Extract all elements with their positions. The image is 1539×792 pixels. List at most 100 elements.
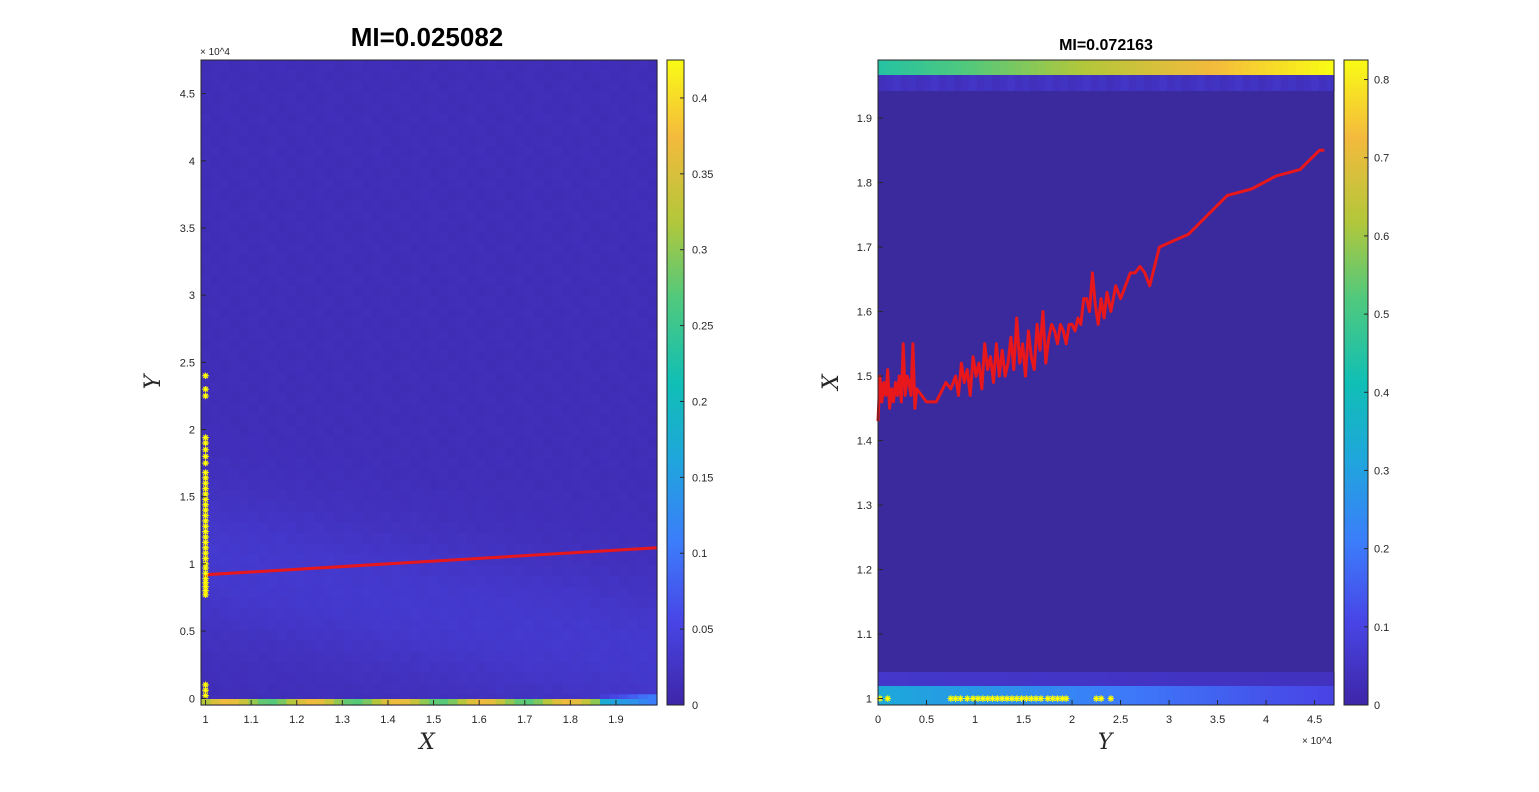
heat-cell xyxy=(296,500,307,513)
heat-cell xyxy=(419,425,430,437)
heat-cell xyxy=(552,586,563,599)
heat-cell xyxy=(391,264,402,276)
heat-cell xyxy=(305,576,316,588)
heat-cell xyxy=(315,242,326,255)
heat-cell xyxy=(381,113,392,126)
heat-cell xyxy=(324,113,335,126)
heat-cell xyxy=(1068,60,1077,75)
heat-cell xyxy=(505,167,516,179)
heat-cell xyxy=(438,92,449,104)
heat-cell xyxy=(305,522,316,534)
heat-cell xyxy=(590,103,601,115)
heat-cell xyxy=(647,318,658,330)
heat-cell xyxy=(467,457,478,470)
heat-cell xyxy=(552,404,563,416)
heat-cell xyxy=(296,404,307,416)
heat-cell xyxy=(353,70,364,83)
heat-cell xyxy=(628,662,639,674)
heat-cell xyxy=(619,275,630,287)
heat-cell xyxy=(533,307,544,319)
heat-cell xyxy=(286,307,297,319)
heat-cell xyxy=(1273,672,1282,686)
heat-cell xyxy=(343,436,354,448)
heat-cell xyxy=(609,275,620,287)
heat-cell xyxy=(210,447,221,459)
heat-cell xyxy=(258,576,269,588)
heat-cell xyxy=(552,296,563,308)
heat-cell xyxy=(296,124,307,136)
heat-cell xyxy=(381,608,392,620)
heat-cell xyxy=(590,350,601,362)
heat-cell xyxy=(533,565,544,577)
heat-cell xyxy=(457,210,468,222)
heat-cell xyxy=(1296,672,1305,686)
heat-cell xyxy=(552,70,563,83)
heat-cell xyxy=(533,124,544,136)
heat-cell xyxy=(533,103,544,115)
heat-cell xyxy=(334,167,345,179)
heat-cell xyxy=(229,543,240,556)
marker xyxy=(202,459,209,467)
heat-cell xyxy=(590,60,601,72)
heat-cell xyxy=(609,554,620,566)
heat-cell xyxy=(419,328,430,341)
heat-cell xyxy=(429,404,440,416)
heat-cell xyxy=(571,672,582,685)
heat-cell xyxy=(495,436,506,448)
heat-cell xyxy=(467,307,478,319)
heat-cell xyxy=(628,113,639,126)
heat-cell xyxy=(296,296,307,308)
heat-cell xyxy=(381,199,392,212)
heat-cell xyxy=(267,662,278,674)
heat-cell xyxy=(638,103,649,115)
heat-cell xyxy=(305,425,316,437)
heat-cell xyxy=(609,242,620,255)
heat-cell xyxy=(343,511,354,523)
heat-cell xyxy=(372,586,383,599)
heat-cell xyxy=(210,651,221,663)
heat-cell xyxy=(495,178,506,190)
heat-cell xyxy=(220,468,231,480)
heat-cell xyxy=(600,619,611,631)
heat-cell xyxy=(600,328,611,341)
heat-cell xyxy=(438,339,449,351)
heat-cell xyxy=(362,414,373,427)
heat-cell xyxy=(258,425,269,437)
heat-cell xyxy=(619,425,630,437)
heat-cell xyxy=(609,533,620,545)
heat-cell xyxy=(286,328,297,341)
heat-cell xyxy=(438,81,449,93)
heat-cell xyxy=(457,318,468,330)
heat-cell xyxy=(315,328,326,341)
heat-cell xyxy=(552,382,563,394)
heat-cell xyxy=(505,425,516,437)
heat-cell xyxy=(1037,60,1046,75)
heat-cell xyxy=(552,699,563,705)
heat-cell xyxy=(324,393,335,405)
heat-cell xyxy=(628,275,639,287)
heat-cell xyxy=(514,178,525,190)
heat-cell xyxy=(476,619,487,631)
heat-cell xyxy=(571,576,582,588)
heat-cell xyxy=(248,328,259,341)
heat-cell xyxy=(969,672,978,686)
heat-cell xyxy=(324,60,335,72)
heat-cell xyxy=(524,393,535,405)
heat-cell xyxy=(248,447,259,459)
heat-cell xyxy=(514,210,525,222)
heat-cell xyxy=(353,662,364,674)
heat-cell xyxy=(334,425,345,437)
heat-cell xyxy=(248,533,259,545)
heat-cell xyxy=(210,113,221,126)
heat-cell xyxy=(448,651,459,663)
heat-cell xyxy=(581,264,592,276)
heat-cell xyxy=(476,490,487,502)
heat-cell xyxy=(495,533,506,545)
heat-cell xyxy=(362,285,373,298)
heat-cell xyxy=(543,60,554,72)
heat-cell xyxy=(229,156,240,169)
heat-cell xyxy=(400,619,411,631)
heat-cell xyxy=(305,103,316,115)
heat-cell xyxy=(543,81,554,93)
heat-cell xyxy=(296,565,307,577)
